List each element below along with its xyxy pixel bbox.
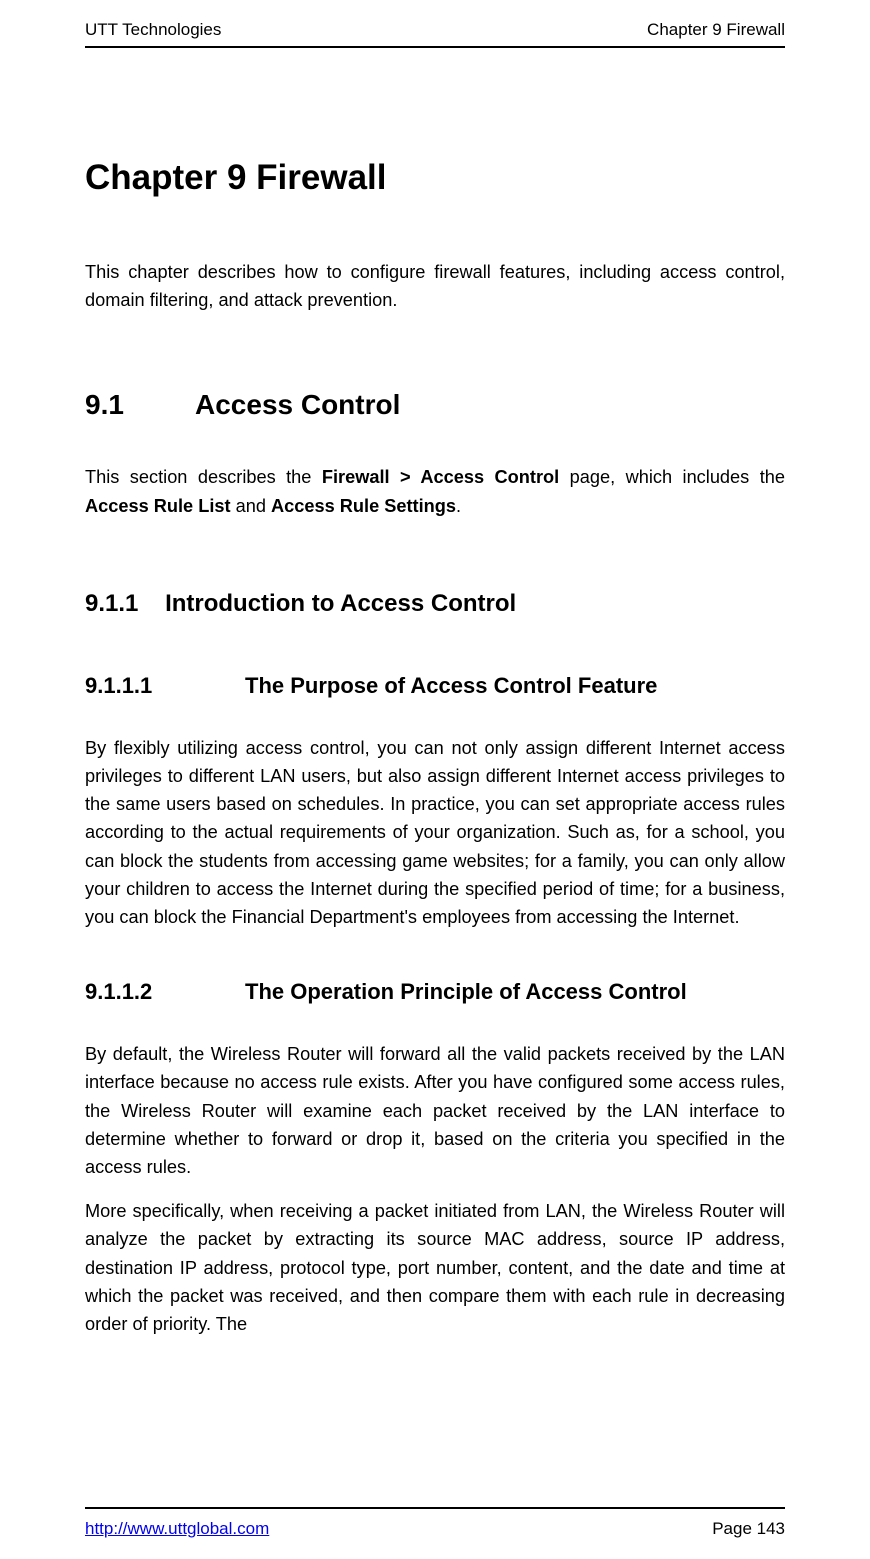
section-9-1-1-2-p1: By default, the Wireless Router will for… bbox=[85, 1040, 785, 1181]
header-divider bbox=[85, 46, 785, 48]
header-left: UTT Technologies bbox=[85, 20, 221, 40]
header-right: Chapter 9 Firewall bbox=[647, 20, 785, 40]
heading-number: 9.1.1 bbox=[85, 590, 138, 617]
header-row: UTT Technologies Chapter 9 Firewall bbox=[85, 0, 785, 40]
section-9-1-intro: This section describes the Firewall > Ac… bbox=[85, 463, 785, 519]
section-9-1-1-heading: 9.1.1 Introduction to Access Control bbox=[85, 590, 785, 618]
bold-text: Firewall > Access Control bbox=[322, 467, 559, 487]
bold-text: Access Rule Settings bbox=[271, 496, 456, 516]
page: UTT Technologies Chapter 9 Firewall Chap… bbox=[0, 0, 870, 1559]
text-fragment: page, which includes the bbox=[559, 467, 785, 487]
text-fragment: . bbox=[456, 496, 461, 516]
text-fragment: This section describes the bbox=[85, 467, 322, 487]
heading-number: 9.1 bbox=[85, 389, 195, 421]
heading-text: Access Control bbox=[195, 389, 400, 420]
bold-text: Access Rule List bbox=[85, 496, 231, 516]
chapter-intro: This chapter describes how to configure … bbox=[85, 258, 785, 314]
section-9-1-1-1-heading: 9.1.1.1The Purpose of Access Control Fea… bbox=[85, 673, 785, 699]
footer-page-number: Page 143 bbox=[712, 1519, 785, 1539]
heading-text: The Purpose of Access Control Feature bbox=[245, 673, 657, 698]
footer-link[interactable]: http://www.uttglobal.com bbox=[85, 1519, 269, 1539]
chapter-title: Chapter 9 Firewall bbox=[85, 158, 785, 198]
section-9-1-1-1-body: By flexibly utilizing access control, yo… bbox=[85, 734, 785, 931]
heading-number: 9.1.1.1 bbox=[85, 673, 245, 699]
footer-row: http://www.uttglobal.com Page 143 bbox=[85, 1519, 785, 1539]
text-fragment: and bbox=[231, 496, 271, 516]
heading-text: Introduction to Access Control bbox=[165, 590, 516, 617]
heading-text: The Operation Principle of Access Contro… bbox=[245, 979, 687, 1004]
heading-number: 9.1.1.2 bbox=[85, 979, 245, 1005]
section-9-1-heading: 9.1Access Control bbox=[85, 389, 785, 421]
section-9-1-1-2-p2: More specifically, when receiving a pack… bbox=[85, 1197, 785, 1338]
section-9-1-1-2-heading: 9.1.1.2The Operation Principle of Access… bbox=[85, 979, 785, 1005]
footer-divider bbox=[85, 1507, 785, 1509]
